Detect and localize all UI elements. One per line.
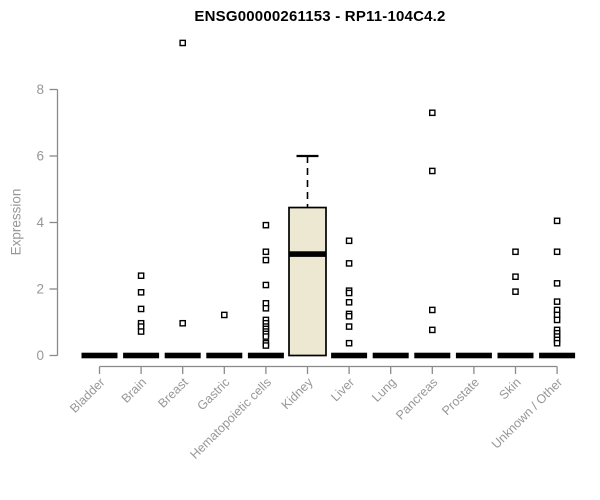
outlier-point-liver	[345, 289, 353, 297]
x-tick-label-liver: Liver	[328, 375, 357, 404]
outlier-point-hematopoietic-cells	[262, 221, 270, 229]
x-tick-label-breast: Breast	[155, 375, 191, 411]
outlier-point-liver	[345, 237, 353, 245]
y-tick-label: 2	[36, 282, 44, 297]
box-kidney	[288, 206, 327, 357]
outlier-point-brain	[137, 289, 145, 296]
y-tick-label: 8	[36, 82, 44, 97]
y-tick-label: 6	[36, 149, 44, 164]
collapsed-box-brain	[123, 352, 160, 359]
outlier-point-breast	[179, 319, 187, 327]
outlier-point-liver	[345, 339, 353, 347]
x-tick-label-gastric: Gastric	[195, 375, 233, 413]
outlier-point-gastric	[220, 311, 228, 319]
outlier-point-unknown-other	[553, 248, 561, 256]
x-tick-label-kidney: Kidney	[279, 375, 316, 412]
collapsed-box-lung	[372, 352, 409, 359]
x-tick-label-unknown-other: Unknown / Other	[489, 375, 565, 451]
outlier-point-pancreas	[429, 306, 436, 314]
outlier-point-liver	[345, 260, 353, 267]
outlier-point-brain	[137, 328, 145, 335]
outlier-point-unknown-other	[553, 280, 561, 287]
outlier-point-liver	[345, 299, 353, 306]
outlier-point-skin	[512, 248, 519, 256]
outlier-point-liver	[345, 312, 353, 320]
collapsed-box-breast	[164, 352, 201, 359]
collapsed-box-prostate	[455, 352, 492, 359]
y-tick-label: 4	[36, 215, 44, 230]
outlier-point-liver	[345, 323, 353, 330]
collapsed-box-liver	[331, 352, 368, 359]
outlier-point-unknown-other	[553, 217, 561, 225]
x-tick-label-skin: Skin	[497, 375, 524, 402]
outlier-point-brain	[137, 305, 145, 313]
outlier-point-pancreas	[429, 109, 436, 117]
collapsed-box-bladder	[81, 352, 118, 359]
y-tick-label: 0	[36, 348, 44, 363]
x-tick-label-prostate: Prostate	[439, 375, 482, 418]
collapsed-box-hematopoietic-cells	[247, 352, 284, 359]
outlier-point-hematopoietic-cells	[262, 333, 270, 340]
outlier-point-skin	[512, 273, 519, 280]
collapsed-box-pancreas	[414, 352, 451, 359]
x-tick-label-lung: Lung	[369, 375, 399, 405]
chart-title: ENSG00000261153 - RP11-104C4.2	[194, 8, 446, 25]
collapsed-box-skin	[497, 352, 534, 359]
outlier-point-unknown-other	[553, 298, 561, 305]
outlier-point-hematopoietic-cells	[262, 256, 270, 264]
outlier-point-breast	[179, 39, 187, 47]
x-tick-label-bladder: Bladder	[67, 375, 107, 415]
x-tick-label-brain: Brain	[119, 375, 150, 406]
x-tick-label-hematopoietic-cells: Hematopoietic cells	[187, 375, 274, 462]
outlier-point-hematopoietic-cells	[262, 281, 270, 289]
x-tick-label-pancreas: Pancreas	[393, 375, 440, 422]
collapsed-box-gastric	[206, 352, 243, 359]
outlier-point-pancreas	[429, 167, 436, 175]
outlier-point-skin	[512, 288, 519, 295]
outlier-point-hematopoietic-cells	[262, 342, 270, 349]
collapsed-box-unknown-other	[539, 352, 576, 359]
outlier-point-hematopoietic-cells	[262, 248, 270, 256]
outlier-point-brain	[137, 272, 145, 280]
outlier-point-unknown-other	[553, 339, 561, 347]
median-line-kidney	[289, 251, 326, 257]
outlier-point-hematopoietic-cells	[262, 304, 270, 312]
outlier-point-pancreas	[429, 326, 436, 334]
outlier-point-unknown-other	[553, 316, 561, 324]
